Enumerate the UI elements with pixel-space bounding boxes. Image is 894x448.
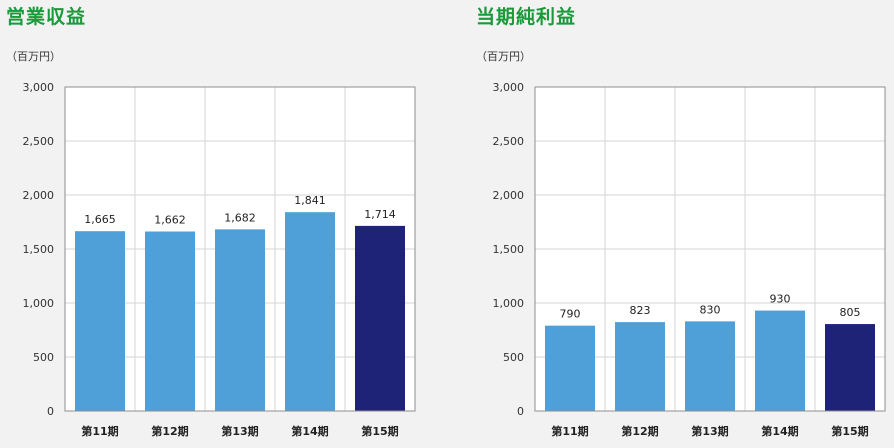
y-tick-label: 0 [517,405,524,418]
data-label: 1,841 [294,194,326,207]
x-category-label: 第13期 [221,424,258,438]
bar [825,324,875,411]
data-label: 830 [700,303,721,316]
y-tick-label: 500 [503,351,524,364]
x-category-label: 第15期 [361,424,398,438]
y-tick-label: 2,000 [23,189,55,202]
bar [215,229,265,411]
chart-panel-net-income: 当期純利益 （百万円） 0 500 1,000 1,500 2,000 2,500 3,00… [470,0,894,448]
x-category-label: 第14期 [291,424,328,438]
x-category-label: 第11期 [551,424,588,438]
unit-label: （百万円） [6,50,61,63]
chart-title: 当期純利益 [476,6,577,28]
data-label: 1,662 [154,214,186,227]
y-tick-label: 3,000 [23,81,55,94]
bar [145,231,195,411]
x-category-label: 第12期 [151,424,188,438]
unit-label: （百万円） [476,50,531,63]
x-category-label: 第14期 [761,424,798,438]
y-tick-label: 3,000 [493,81,525,94]
data-label: 823 [630,304,651,317]
data-label: 1,682 [224,211,256,224]
y-tick-label: 2,500 [23,135,55,148]
plot-border [64,86,416,412]
x-category-label: 第12期 [621,424,658,438]
y-tick-label: 1,000 [23,297,55,310]
data-label: 1,714 [364,208,396,221]
chart-panel-operating-revenue: 営業収益 （百万円） 0 500 1,000 1,500 2,000 2,500 3,000… [6,6,416,438]
data-label: 805 [840,306,861,319]
y-tick-label: 500 [33,351,54,364]
y-tick-label: 2,000 [493,189,525,202]
x-category-label: 第13期 [691,424,728,438]
data-label: 930 [770,293,791,306]
x-category-label: 第15期 [831,424,868,438]
bar-chart-operating-revenue: 0 500 1,000 1,500 2,000 2,500 3,000 1,665 第11期 1,… [23,81,416,438]
plot-border [534,86,886,412]
bar [615,322,665,411]
bar [545,325,595,411]
bar [285,212,335,411]
bar [685,321,735,411]
bar-chart-net-income: 0 500 1,000 1,500 2,000 2,500 3,000 790 第11期 823 第… [493,81,886,438]
y-tick-label: 1,000 [493,297,525,310]
data-label: 790 [560,308,581,321]
bar [355,225,405,411]
data-label: 1,665 [84,213,116,226]
bar [755,310,805,411]
y-tick-label: 1,500 [23,243,55,256]
chart-title: 営業収益 [6,6,87,28]
y-tick-label: 0 [47,405,54,418]
bar [75,231,125,411]
y-tick-label: 1,500 [493,243,525,256]
y-tick-label: 2,500 [493,135,525,148]
x-category-label: 第11期 [81,424,118,438]
